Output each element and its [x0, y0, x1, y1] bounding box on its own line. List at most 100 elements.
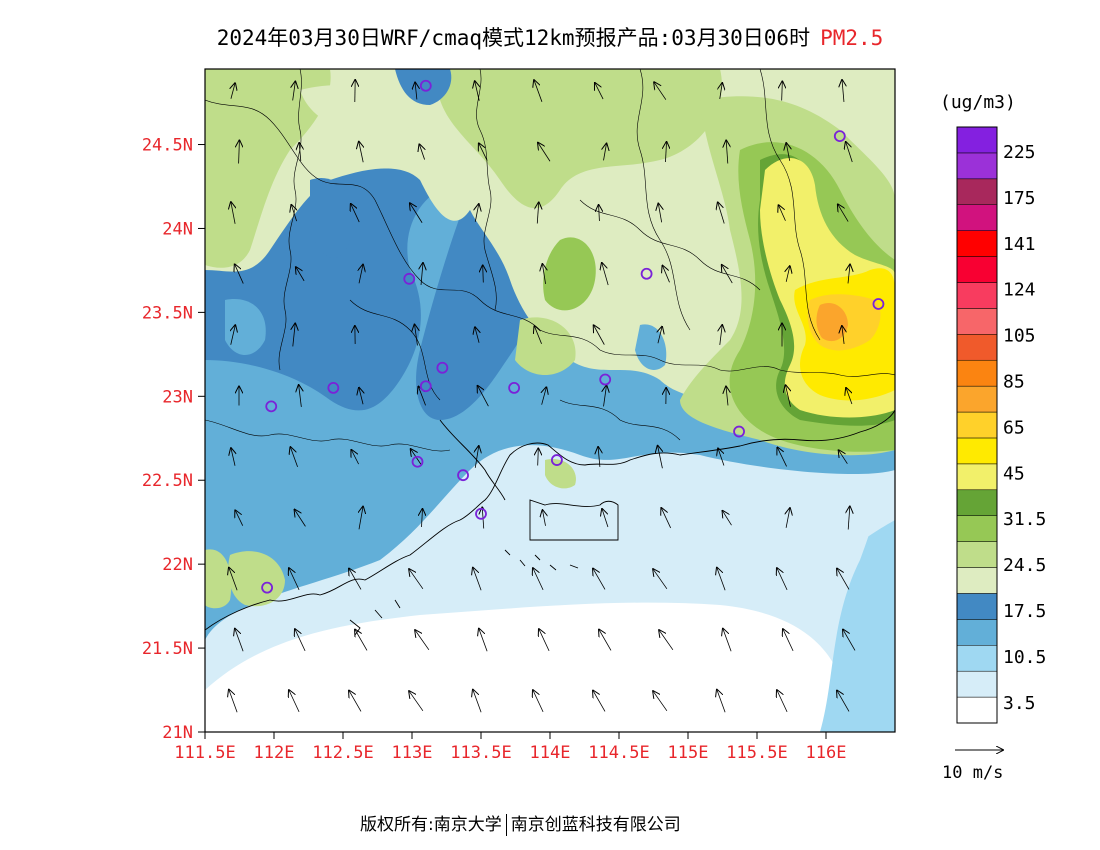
- station-marker: [551, 454, 563, 466]
- legend-frame: [956, 126, 998, 724]
- wind-arrow: [475, 327, 479, 343]
- wind-arrow: [359, 507, 363, 530]
- copyright-notice: 版权所有:南京大学 南京创蓝科技有限公司: [360, 810, 681, 836]
- lat-tick-label: 22N: [162, 555, 193, 575]
- legend-unit: (ug/m3): [940, 92, 1016, 113]
- wind-arrow: [602, 509, 609, 528]
- wind-arrow: [538, 449, 539, 466]
- wind-arrow: [479, 629, 488, 652]
- wind-arrow: [293, 324, 295, 347]
- wind-arrow: [415, 325, 418, 346]
- station-marker: [457, 469, 469, 482]
- legend-swatch: [956, 385, 998, 413]
- wind-arrow: [593, 569, 606, 590]
- station-marker: [265, 400, 278, 413]
- wind-arrow: [783, 629, 794, 652]
- wind-arrow: [296, 267, 305, 282]
- legend-value-label: 65: [1003, 417, 1025, 438]
- pm25-field: [205, 69, 895, 732]
- wind-arrow: [604, 386, 607, 407]
- legend-swatch: [956, 567, 998, 594]
- station-marker: [419, 79, 432, 92]
- pollutant-label: PM2.5: [820, 26, 884, 50]
- legend-swatch: [956, 670, 998, 698]
- wind-arrow: [479, 143, 488, 161]
- copyright-company: 南京创蓝科技有限公司: [510, 815, 681, 835]
- wind-arrow: [720, 325, 722, 345]
- wind-arrow: [594, 325, 605, 345]
- legend-value-label: 124: [1003, 280, 1036, 301]
- wind-arrow: [662, 266, 670, 283]
- station-marker: [599, 373, 612, 386]
- lon-tick-label: 112E: [254, 743, 295, 763]
- wind-arrow: [473, 568, 482, 591]
- station-marker: [419, 380, 432, 393]
- legend-value-label: 141: [1003, 234, 1036, 255]
- wind-arrow: [539, 629, 550, 652]
- admin-boundaries: [205, 69, 895, 452]
- wind-arrow: [722, 265, 733, 284]
- wind-arrow: [542, 510, 545, 526]
- legend-value-label: 175: [1003, 188, 1036, 209]
- wind-arrow: [661, 508, 672, 529]
- wind-arrow: [599, 205, 600, 222]
- wind-arrow: [777, 568, 788, 591]
- wind-arrow: [726, 141, 728, 164]
- station-marker: [833, 130, 846, 143]
- station-marker: [327, 382, 340, 394]
- legend-swatch: [956, 359, 998, 387]
- wind-arrow: [231, 202, 235, 224]
- wind-arrow: [349, 569, 362, 590]
- wind-arrow: [842, 80, 844, 102]
- wind-arrow: [604, 144, 607, 161]
- legend-swatch: [956, 463, 998, 491]
- wind-arrow: [602, 263, 609, 286]
- wind-arrow: [786, 266, 790, 282]
- wind-arrow: [239, 141, 240, 164]
- wind-arrow: [229, 568, 238, 591]
- station-marker: [475, 507, 487, 520]
- station-marker: [411, 455, 424, 468]
- wind-arrow: [837, 691, 850, 712]
- lon-tick-label: 113.5E: [450, 743, 511, 763]
- wind-arrow: [839, 450, 848, 464]
- wind-arrow: [722, 511, 732, 526]
- wind-arrow: [473, 690, 482, 713]
- wind-arrow: [599, 630, 612, 651]
- wind-arrow: [418, 387, 426, 406]
- chart-title: 2024年03月30日WRF/cmaq模式12km预报产品:03月30日06时 P…: [0, 22, 1100, 52]
- wind-arrow: [848, 265, 850, 284]
- wind-arrow: [289, 690, 300, 713]
- lon-tick-label: 114.5E: [588, 743, 649, 763]
- wind-arrow: [837, 569, 850, 590]
- lon-tick-label: 111.5E: [174, 743, 235, 763]
- color-legend: [956, 126, 998, 724]
- legend-swatch: [956, 437, 998, 465]
- legend-swatch: [956, 645, 998, 672]
- wind-arrow: [359, 388, 363, 405]
- wind-arrow: [229, 690, 238, 713]
- wind-arrow: [475, 446, 478, 468]
- wind-arrow: [355, 630, 368, 651]
- wind-arrow: [846, 388, 853, 405]
- legend-labels: 225 175 141 124 105 85 65 45 31.5 24.5 17.5 10.5 3.5: [1003, 142, 1046, 714]
- legend-swatch: [956, 619, 998, 646]
- wind-arrow: [419, 144, 424, 160]
- legend-swatch: [956, 256, 998, 283]
- wind-arrow: [598, 447, 600, 467]
- wind-arrow: [534, 326, 542, 344]
- wind-arrow: [542, 387, 547, 405]
- station-marker: [508, 382, 521, 394]
- wind-arrow: [665, 142, 666, 163]
- legend-value-label: 105: [1003, 326, 1036, 347]
- legend-value-label: 225: [1003, 142, 1036, 163]
- wind-arrow: [235, 629, 244, 652]
- legend-swatch: [956, 515, 998, 542]
- wind-arrow: [659, 630, 674, 651]
- lat-tick-label: 21N: [162, 723, 193, 743]
- legend-swatch: [956, 230, 998, 257]
- lon-tick-label: 112.5E: [312, 743, 373, 763]
- legend-swatch: [956, 696, 998, 724]
- wind-arrow: [415, 630, 430, 651]
- wind-arrow: [653, 691, 668, 712]
